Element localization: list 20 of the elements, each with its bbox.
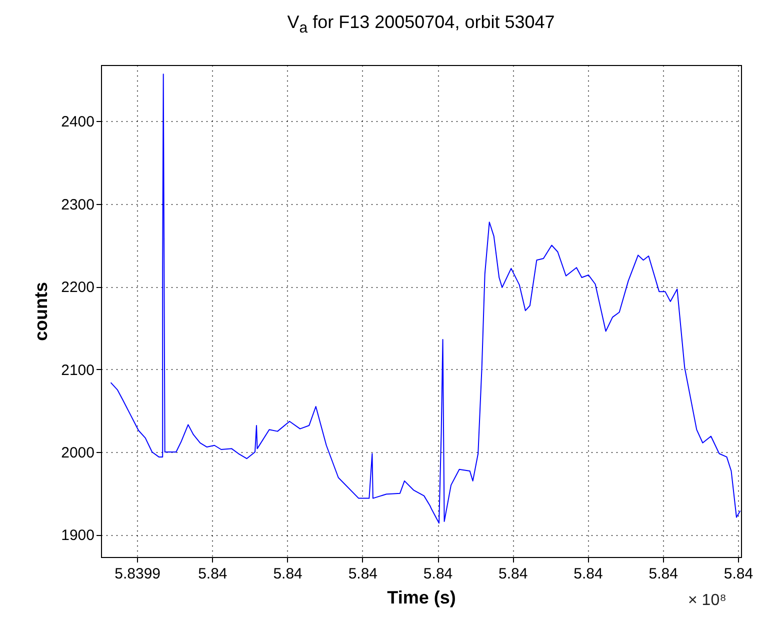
x-tick-label: 5.84 xyxy=(574,566,603,582)
y-tick-label: 2100 xyxy=(61,362,94,379)
x-tick-label: 5.84 xyxy=(648,566,678,582)
y-tick-label: 2400 xyxy=(61,114,94,131)
chart-title: V$_{a}$ for F13 20050704, orbit 53047 xyxy=(286,12,556,37)
x-tick-label: 5.84 xyxy=(423,566,453,582)
x-axis-title: Time (s) xyxy=(387,588,456,608)
x-tick-label: 5.84 xyxy=(198,566,228,582)
x-tick-label: 5.84 xyxy=(273,566,302,582)
y-tick-label: 2200 xyxy=(61,279,94,296)
x-tick-label: 5.8399 xyxy=(114,566,160,582)
y-tick-label: 2000 xyxy=(61,444,94,462)
x-tick-label: 5.84 xyxy=(498,566,528,582)
y-tick-label: 1900 xyxy=(61,527,94,544)
line-series xyxy=(110,74,741,524)
y-axis-title: counts xyxy=(31,282,52,342)
x-tick-label: 5.84 xyxy=(724,566,754,582)
x-tick-label: 5.84 xyxy=(348,566,378,582)
text: × 10⁸ xyxy=(688,592,726,610)
y-tick-label: 2300 xyxy=(61,196,94,214)
